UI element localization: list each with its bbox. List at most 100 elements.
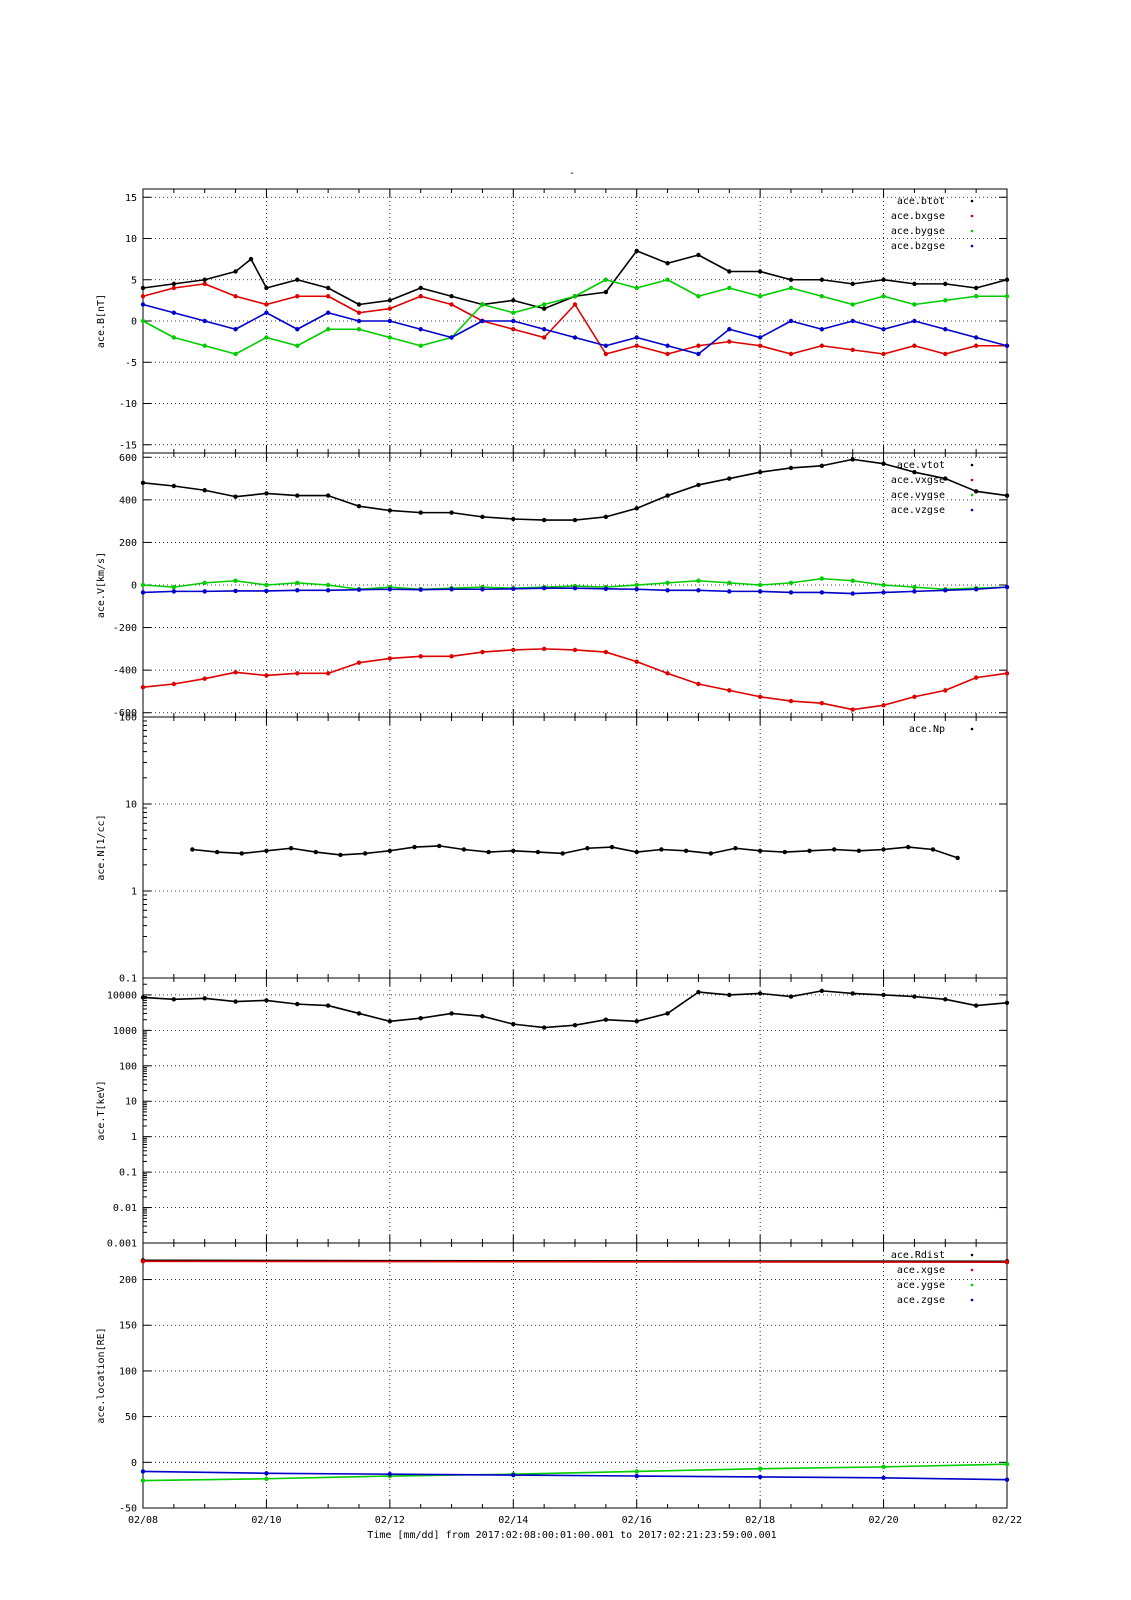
series-trace bbox=[142, 303, 1008, 355]
series-trace bbox=[142, 458, 1008, 521]
y-axis-label: ace.location[RE] bbox=[96, 1327, 107, 1423]
y-tick-label: 0 bbox=[131, 1458, 137, 1469]
legend-entry-marker bbox=[970, 244, 974, 248]
legend-entry-marker bbox=[970, 1268, 974, 1272]
y-tick-label: 0.001 bbox=[107, 1239, 137, 1250]
legend-entry-label: ace.bzgse bbox=[891, 241, 945, 252]
series-trace bbox=[142, 1259, 1008, 1263]
y-tick-label: 5 bbox=[131, 275, 137, 286]
legend-entry-marker bbox=[970, 214, 974, 218]
y-tick-label: -400 bbox=[113, 666, 137, 677]
y-tick-label: 100 bbox=[119, 713, 137, 724]
x-axis-tick-labels: 02/08 02/10 02/12 02/14 02/16 02/18 02/20 02/22 bbox=[128, 1515, 1022, 1526]
y-tick-label: 0.1 bbox=[119, 974, 137, 985]
legend-entry-label: ace.zgse bbox=[897, 1295, 945, 1306]
y-tick-label: 400 bbox=[119, 495, 137, 506]
y-tick-label: -200 bbox=[113, 623, 137, 634]
x-tick-label: 02/10 bbox=[251, 1515, 281, 1526]
series-ace-Np bbox=[190, 843, 960, 861]
series-trace bbox=[142, 1260, 1008, 1263]
x-tick-label: 02/18 bbox=[745, 1515, 775, 1526]
figure-title: - bbox=[569, 168, 575, 179]
series-trace bbox=[142, 648, 1008, 711]
series-trace bbox=[142, 250, 1008, 310]
y-axis-label: ace.B[nT] bbox=[96, 294, 107, 348]
series-ace-zgse bbox=[140, 1469, 1010, 1482]
y-tick-label: 0.01 bbox=[113, 1203, 137, 1214]
y-tick-label: 100 bbox=[119, 1061, 137, 1072]
series-trace bbox=[142, 1463, 1008, 1482]
panel-frame bbox=[142, 1242, 1008, 1509]
panel-temperature: 10000 1000 100 10 1 0.1 0.01 0.001 ace.T[keV] bbox=[96, 977, 1010, 1250]
panel-magnetic-field: 15 10 5 0 -5 -10 -15 ace.B[nT] ace.btot ace.bxgse… bbox=[96, 188, 1010, 454]
x-tick-label: 02/16 bbox=[622, 1515, 652, 1526]
series-trace bbox=[192, 845, 958, 859]
y-tick-label: 50 bbox=[125, 1412, 137, 1423]
y-tick-label: 10 bbox=[125, 234, 137, 245]
series-data bbox=[140, 988, 1010, 1030]
legend-entry-label: ace.ygse bbox=[897, 1280, 945, 1291]
legend-entry-label: ace.bygse bbox=[891, 226, 945, 237]
legend-entry-label: ace.vxgse bbox=[891, 475, 945, 486]
series-ace-bygse bbox=[140, 277, 1010, 357]
x-tick-label: 02/22 bbox=[992, 1515, 1022, 1526]
legend-entry-marker bbox=[970, 727, 974, 731]
series-ace-ygse bbox=[140, 1461, 1010, 1483]
series-ace-bxgse bbox=[140, 281, 1010, 357]
y-tick-label: 600 bbox=[119, 453, 137, 464]
y-tick-label: -50 bbox=[119, 1504, 137, 1515]
legend-entry-label: ace.vtot bbox=[897, 460, 945, 471]
panel-frame bbox=[142, 716, 1008, 979]
legend-entry-marker bbox=[970, 229, 974, 233]
y-tick-label: -600 bbox=[113, 708, 137, 719]
legend-entry-marker bbox=[970, 463, 974, 467]
y-tick-label: 0 bbox=[131, 317, 137, 328]
legend-entry-marker bbox=[970, 1283, 974, 1287]
legend-entry-label: ace.Rdist bbox=[891, 1250, 945, 1261]
y-tick-label: 200 bbox=[119, 1275, 137, 1286]
series-ace-vtot bbox=[140, 457, 1010, 523]
legend-entry-label: ace.xgse bbox=[897, 1265, 945, 1276]
legend-entry-marker bbox=[970, 1253, 974, 1257]
series-trace bbox=[142, 278, 1007, 355]
legend-entry-marker bbox=[970, 1298, 974, 1302]
y-tick-label: 10000 bbox=[107, 990, 137, 1001]
y-tick-label: 15 bbox=[125, 193, 137, 204]
x-tick-label: 02/20 bbox=[869, 1515, 899, 1526]
x-axis-footer: Time [mm/dd] from 2017:02:08:00:01:00.00… bbox=[367, 1530, 776, 1541]
series-trace bbox=[142, 990, 1008, 1029]
y-tick-label: 0.1 bbox=[119, 1168, 137, 1179]
series-trace bbox=[142, 1470, 1008, 1481]
legend-entry-marker bbox=[970, 478, 974, 482]
y-tick-label: 100 bbox=[119, 1366, 137, 1377]
legend-entry-label: ace.bxgse bbox=[891, 211, 945, 222]
legend-entry-label: ace.vygse bbox=[891, 490, 945, 501]
panel-frame bbox=[142, 977, 1008, 1244]
panel-velocity: 600 400 200 0 -200 -400 -600 ace.V[km/s] ace.vto… bbox=[96, 452, 1010, 719]
y-tick-label: -15 bbox=[119, 440, 137, 451]
legend-entry-label: ace.btot bbox=[897, 196, 945, 207]
y-tick-label: 150 bbox=[119, 1321, 137, 1332]
legend-entry-label: ace.vzgse bbox=[891, 505, 945, 516]
legend-entry-marker bbox=[970, 199, 974, 203]
panel-density: 100 10 1 0.1 ace.N[1/cc] ace.Np bbox=[96, 713, 1008, 985]
series-trace bbox=[142, 586, 1008, 595]
panel-location: 200 150 100 50 0 -50 ace.location[RE] ace.Rdist… bbox=[96, 1242, 1010, 1515]
y-axis-label: ace.V[km/s] bbox=[96, 552, 107, 618]
legend-entry-marker bbox=[970, 508, 974, 512]
series-ace-bzgse bbox=[140, 302, 1010, 357]
x-tick-label: 02/08 bbox=[128, 1515, 158, 1526]
series-ace-vzgse bbox=[140, 584, 1010, 596]
series-ace-btot bbox=[140, 248, 1010, 311]
x-tick-label: 02/14 bbox=[498, 1515, 528, 1526]
y-tick-label: 1000 bbox=[113, 1026, 137, 1037]
series-ace-xgse bbox=[140, 1259, 1010, 1265]
y-tick-label: 1 bbox=[131, 1132, 137, 1143]
y-axis-label: ace.N[1/cc] bbox=[96, 814, 107, 880]
legend-entry-label: ace.Np bbox=[909, 724, 945, 735]
series-trace bbox=[142, 283, 1007, 355]
y-axis-label: ace.T[keV] bbox=[96, 1080, 107, 1140]
y-tick-label: -5 bbox=[125, 358, 137, 369]
y-tick-label: 0 bbox=[131, 581, 137, 592]
